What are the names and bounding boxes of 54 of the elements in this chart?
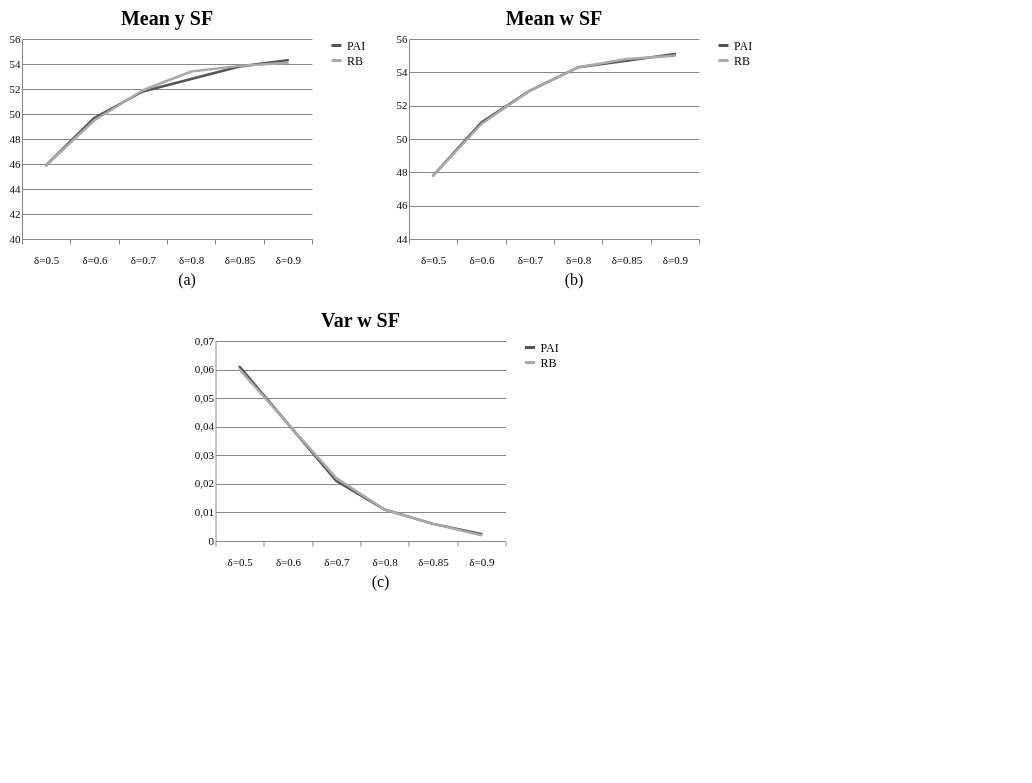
y-tick-label: 46	[396, 199, 408, 212]
x-tick-label: δ=0.8	[566, 253, 592, 266]
x-tick-label: δ=0.6	[82, 253, 109, 266]
y-tick-label: 0,02	[194, 477, 214, 490]
chart-title: Var w SF	[321, 309, 400, 331]
y-tick-label: 54	[9, 57, 21, 70]
x-tick-label: δ=0.5	[34, 253, 60, 266]
y-tick-label: 54	[396, 65, 408, 78]
x-tick-label: δ=0.9	[469, 555, 495, 568]
x-tick-label: δ=0.85	[418, 555, 450, 568]
y-tick-label: 0,04	[194, 420, 215, 433]
text: (a)	[178, 271, 196, 289]
text: (b)	[564, 271, 584, 289]
y-tick-label: 48	[9, 132, 21, 145]
y-tick-label: 44	[396, 232, 408, 245]
x-tick-label: δ=0.7	[517, 253, 544, 266]
y-tick-label: 48	[396, 165, 408, 178]
text: (c)	[371, 573, 390, 591]
x-tick-label: δ=0.7	[324, 555, 350, 568]
y-tick-label: 52	[396, 99, 408, 112]
chart-title: Mean w SF	[505, 7, 603, 29]
y-tick-label: 56	[396, 32, 408, 45]
y-tick-label: 50	[396, 132, 408, 145]
y-tick-label: 0,03	[194, 448, 215, 461]
x-tick-label: δ=0.5	[227, 555, 254, 568]
y-tick-label: 46	[9, 157, 21, 170]
x-tick-label: δ=0.85	[224, 253, 256, 266]
x-tick-label: δ=0.8	[179, 253, 205, 266]
legend-label: RB	[347, 53, 364, 68]
y-tick-label: 0,06	[194, 363, 215, 376]
x-tick-label: δ=0.6	[469, 253, 496, 266]
legend-label: PAI	[734, 38, 753, 53]
x-tick-label: δ=0.5	[421, 253, 447, 266]
x-tick-label: δ=0.9	[662, 253, 689, 266]
x-tick-label: δ=0.6	[275, 555, 302, 568]
y-tick-label: 42	[9, 207, 21, 220]
y-tick-label: 40	[9, 232, 21, 245]
y-tick-label: 0,05	[194, 391, 215, 404]
y-tick-label: 0,07	[194, 334, 215, 347]
y-tick-label: 0,01	[194, 505, 214, 518]
y-tick-label: 44	[9, 182, 21, 195]
legend-label: RB	[540, 355, 557, 370]
y-tick-label: 52	[9, 82, 21, 95]
chart-title: Mean y SF	[120, 7, 214, 30]
x-tick-label: δ=0.8	[372, 555, 399, 568]
y-tick-label: 0	[208, 534, 215, 547]
x-tick-label: δ=0.9	[275, 253, 302, 266]
y-tick-label: 56	[9, 32, 21, 45]
x-tick-label: δ=0.7	[130, 253, 157, 266]
x-tick-label: δ=0.85	[611, 253, 643, 266]
legend-label: PAI	[347, 38, 366, 53]
y-tick-label: 50	[9, 107, 21, 120]
legend-label: PAI	[540, 340, 559, 355]
legend-label: RB	[734, 53, 751, 68]
